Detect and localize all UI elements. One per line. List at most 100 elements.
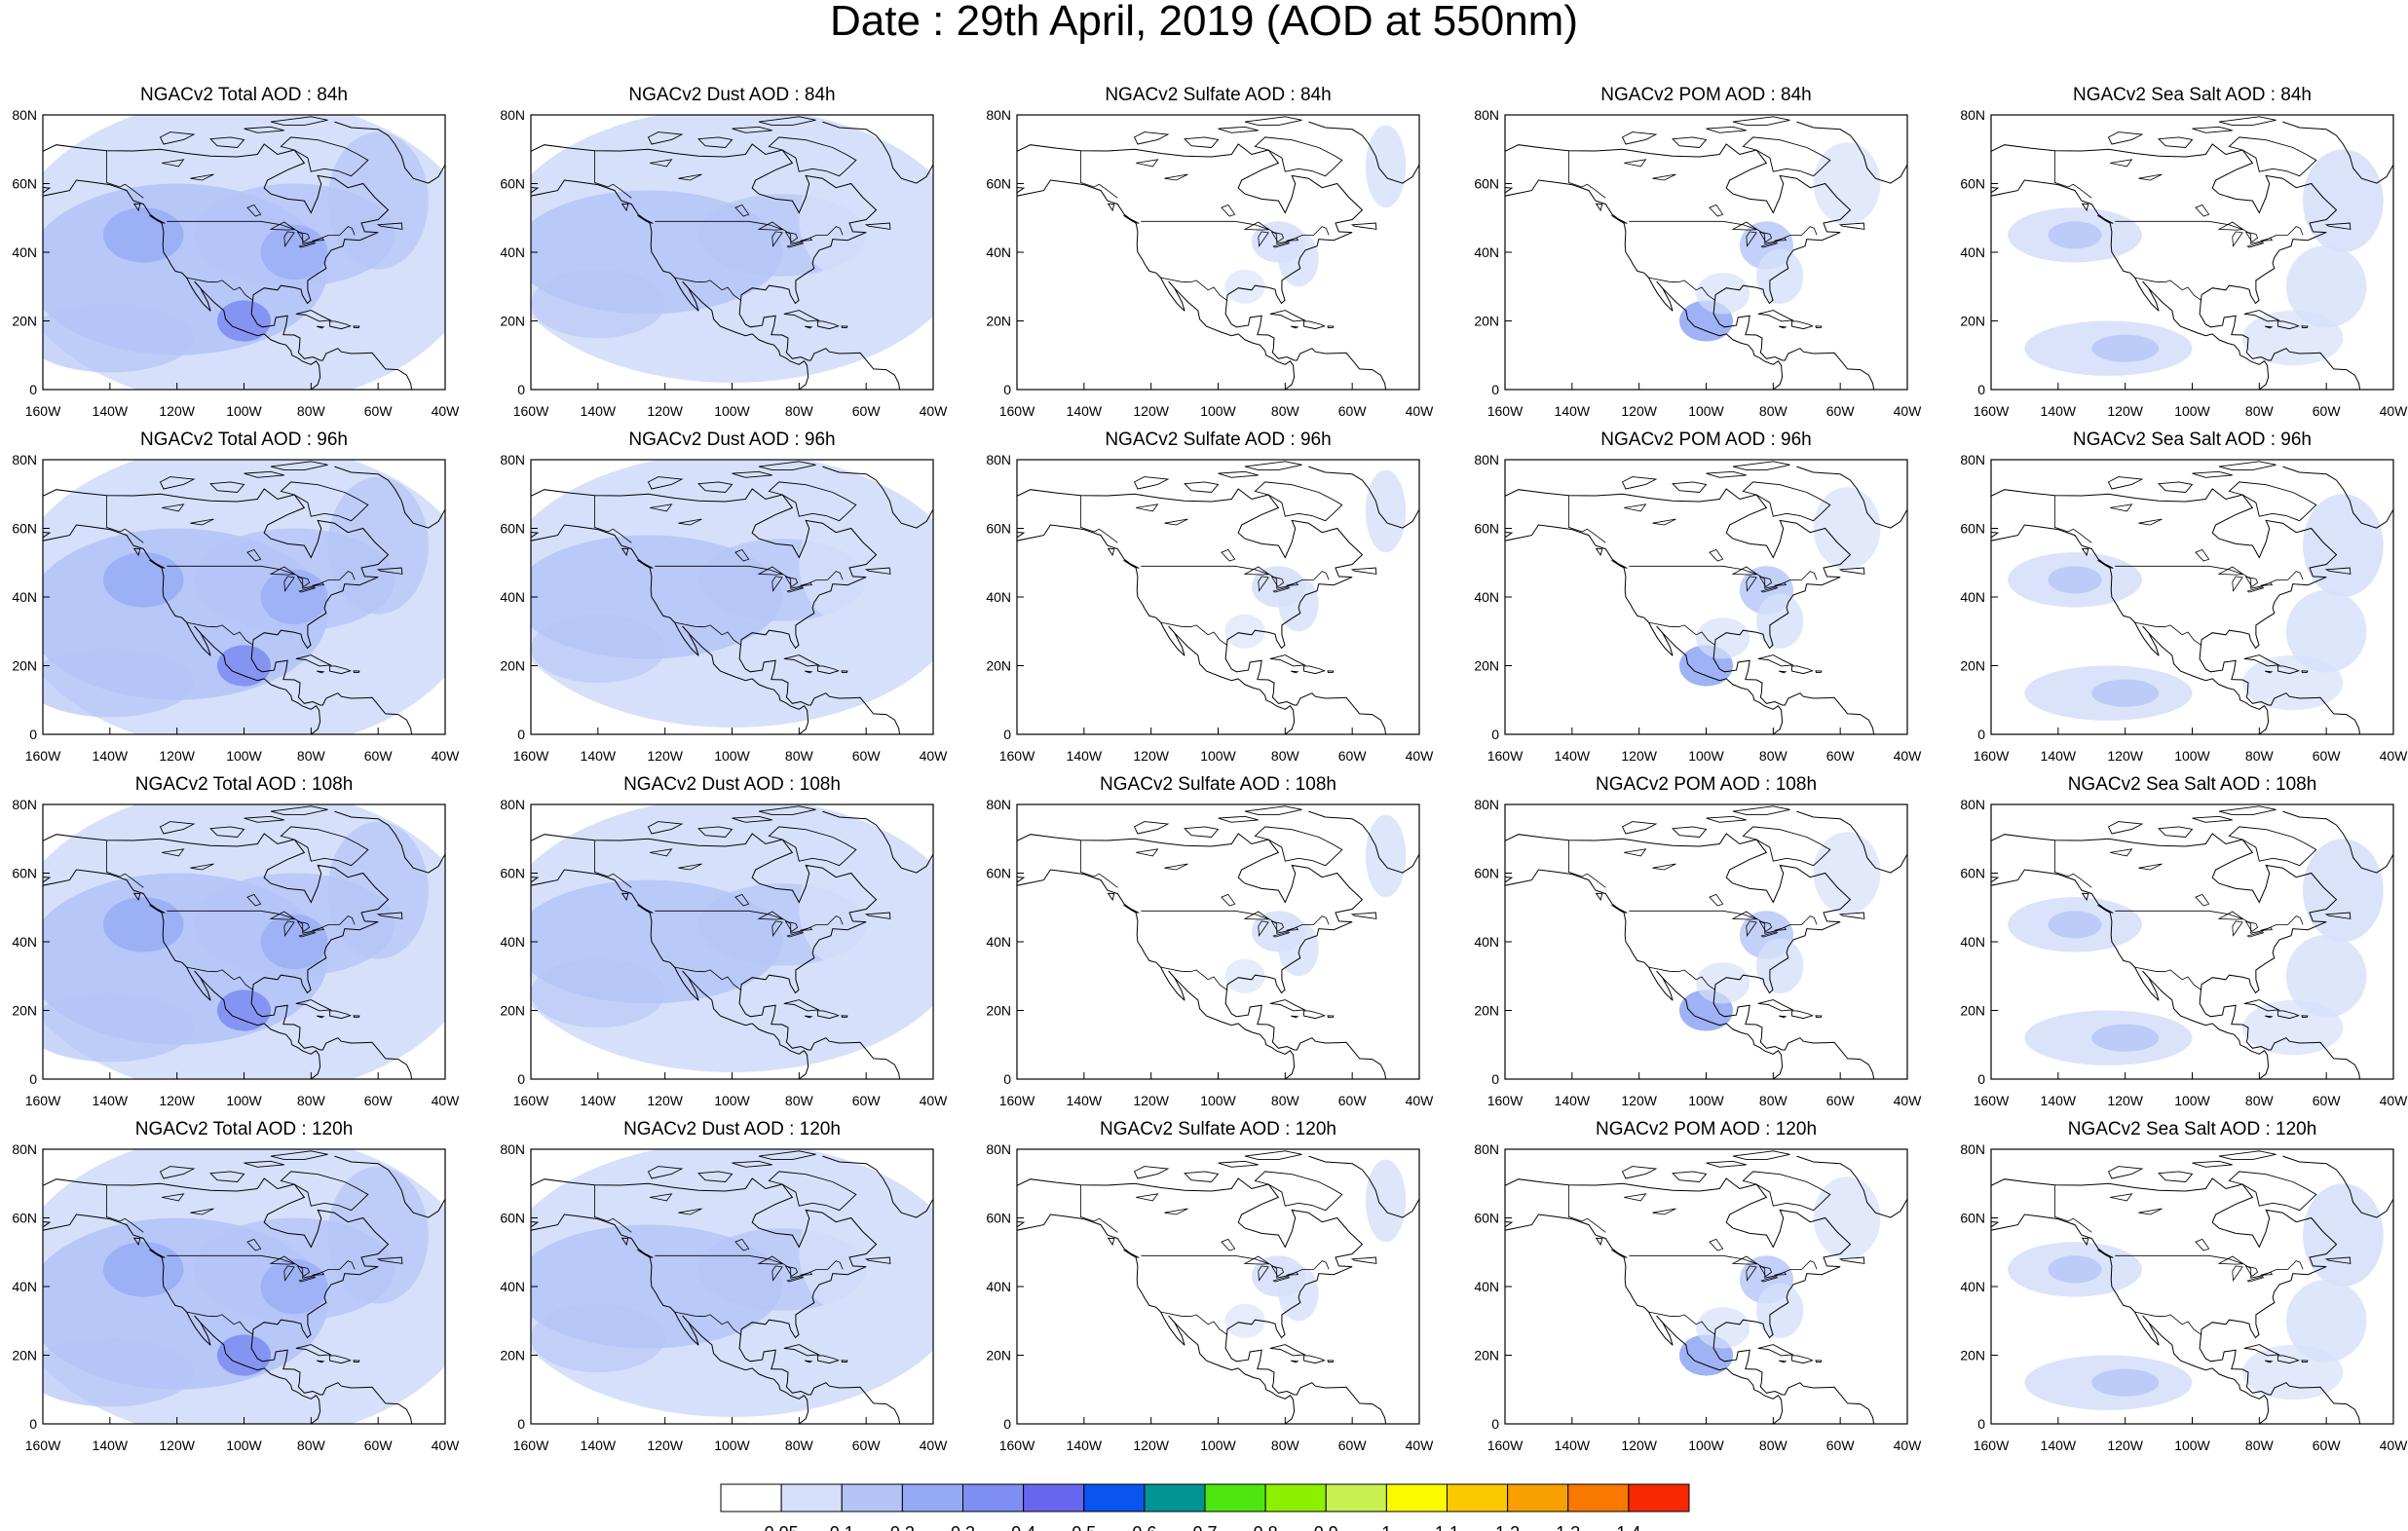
lat-tick-label: 60N — [986, 176, 1011, 192]
aod-shading — [1756, 593, 1804, 649]
coastline — [106, 495, 144, 543]
coastline — [2158, 826, 2194, 838]
lon-tick-label: 160W — [999, 1438, 1035, 1453]
lat-tick-label: 60N — [12, 521, 37, 537]
colorbar-swatch — [1264, 1483, 1327, 1512]
coastline — [1796, 460, 1907, 529]
coastline — [1327, 670, 1335, 674]
map-panel: NGACv2 Sulfate AOD : 84h — [1017, 86, 1419, 390]
aod-shading — [2091, 679, 2160, 707]
coastline — [531, 869, 809, 1079]
coastline — [1672, 826, 1708, 838]
coastline — [159, 1166, 196, 1179]
coastline — [244, 126, 284, 133]
lon-tick-label: 140W — [2041, 1438, 2077, 1453]
aod-shading — [2242, 999, 2344, 1056]
lat-tick-label: 0 — [1977, 727, 1985, 742]
coastline — [1272, 242, 1291, 248]
coastline — [2138, 1208, 2163, 1215]
coastline — [650, 159, 673, 168]
coastline — [1107, 547, 1115, 557]
coastline — [2244, 231, 2259, 243]
aod-shading — [43, 303, 194, 373]
map-panel: NGACv2 POM AOD : 84h — [1505, 86, 1907, 390]
coastline — [2324, 222, 2352, 230]
coastline — [328, 1010, 352, 1020]
coastline — [655, 565, 844, 589]
coastline — [758, 1150, 816, 1161]
lon-tick-label: 40W — [432, 748, 461, 764]
coastline — [1270, 231, 1285, 243]
coastline — [270, 116, 328, 127]
colorbar-label: 1.1 — [1435, 1523, 1459, 1531]
coastline — [1629, 1254, 1818, 1279]
coastline — [2097, 904, 2114, 914]
coastline — [246, 548, 262, 562]
coastline — [1505, 833, 1875, 1079]
coastline — [246, 1238, 262, 1251]
lat-tick-label: 60N — [500, 866, 525, 881]
coastline — [1133, 131, 1170, 145]
lon-tick-label: 140W — [581, 403, 617, 419]
aod-shading — [2048, 566, 2102, 594]
lon-tick-label: 100W — [1688, 403, 1724, 419]
coastline — [2282, 1149, 2393, 1218]
aod-shading — [1813, 1176, 1881, 1259]
lon-tick-label: 100W — [1200, 1438, 1236, 1453]
coastline — [43, 1177, 413, 1424]
coastline — [1779, 1015, 1787, 1019]
lon-tick-label: 80W — [2245, 748, 2275, 764]
lat-tick-label: 80N — [12, 452, 37, 467]
coastline — [2195, 893, 2210, 907]
lat-tick-label: 60N — [1960, 1211, 1985, 1226]
colorbar-swatch — [962, 1483, 1025, 1512]
coastline — [1141, 910, 1330, 934]
lat-tick-label: 0 — [29, 1071, 37, 1087]
map-panel: NGACv2 Dust AOD : 120h — [531, 1120, 933, 1424]
coastline — [1815, 1015, 1823, 1019]
coastline — [621, 203, 629, 212]
coastline — [1164, 1208, 1188, 1215]
coastline — [1327, 325, 1335, 329]
coastline — [734, 893, 750, 907]
coastline — [784, 576, 799, 587]
coastline — [317, 670, 325, 674]
lon-tick-label: 80W — [2245, 403, 2275, 419]
coastline — [1286, 238, 1299, 242]
lat-tick-label: 60N — [986, 1211, 1011, 1226]
coastline — [1017, 179, 1296, 390]
coastline — [531, 488, 901, 734]
coastline — [1757, 654, 1794, 667]
coastline — [1732, 805, 1790, 816]
panel-title: NGACv2 Sulfate AOD : 120h — [1100, 1119, 1336, 1139]
lat-tick-label: 0 — [1977, 1071, 1985, 1087]
lon-tick-label: 40W — [2380, 748, 2408, 764]
coastline — [1621, 1166, 1658, 1179]
coastline — [353, 1015, 360, 1019]
coastline — [1107, 1237, 1115, 1247]
lat-tick-label: 40N — [986, 589, 1011, 605]
colorbar-swatch — [1507, 1483, 1569, 1512]
coastline — [647, 476, 684, 490]
colorbar-swatch — [1083, 1483, 1146, 1512]
lat-tick-label: 60N — [500, 176, 525, 192]
lon-tick-label: 80W — [297, 1093, 326, 1108]
colorbar-label: 0.8 — [1254, 1523, 1278, 1531]
coastline — [2260, 582, 2274, 586]
coastline — [2232, 231, 2243, 247]
coastline — [594, 150, 632, 199]
coastline — [106, 1184, 144, 1233]
aod-shading — [1813, 832, 1881, 915]
coastline — [1270, 1265, 1285, 1277]
coastline — [1568, 150, 1606, 199]
lon-tick-label: 40W — [1894, 1093, 1923, 1108]
coastline — [637, 1249, 654, 1258]
lat-tick-label: 40N — [1474, 1279, 1499, 1294]
aod-shading — [1365, 814, 1407, 898]
coastline — [2195, 204, 2210, 217]
lat-tick-label: 40N — [986, 244, 1011, 260]
coastline — [2081, 547, 2089, 557]
coastline — [637, 904, 654, 914]
lat-tick-label: 20N — [500, 1348, 525, 1363]
coastline — [784, 1265, 799, 1277]
